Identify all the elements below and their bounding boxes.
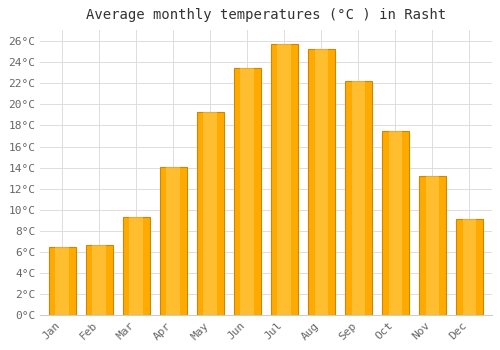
Bar bbox=[166, 167, 180, 315]
Bar bbox=[204, 112, 218, 315]
Bar bbox=[234, 69, 262, 315]
Bar bbox=[240, 69, 254, 315]
Bar bbox=[160, 167, 188, 315]
Bar bbox=[314, 49, 328, 315]
Bar bbox=[352, 81, 366, 315]
Bar bbox=[426, 176, 440, 315]
Bar bbox=[308, 49, 336, 315]
Bar bbox=[270, 44, 298, 315]
Bar bbox=[456, 219, 483, 315]
Bar bbox=[56, 247, 70, 315]
Title: Average monthly temperatures (°C ) in Rasht: Average monthly temperatures (°C ) in Ra… bbox=[86, 8, 446, 22]
Bar bbox=[278, 44, 291, 315]
Bar bbox=[418, 176, 446, 315]
Bar bbox=[122, 217, 150, 315]
Bar bbox=[92, 245, 106, 315]
Bar bbox=[462, 219, 476, 315]
Bar bbox=[344, 81, 372, 315]
Bar bbox=[196, 112, 224, 315]
Bar bbox=[130, 217, 143, 315]
Bar bbox=[382, 131, 409, 315]
Bar bbox=[388, 131, 402, 315]
Bar bbox=[86, 245, 114, 315]
Bar bbox=[48, 247, 76, 315]
